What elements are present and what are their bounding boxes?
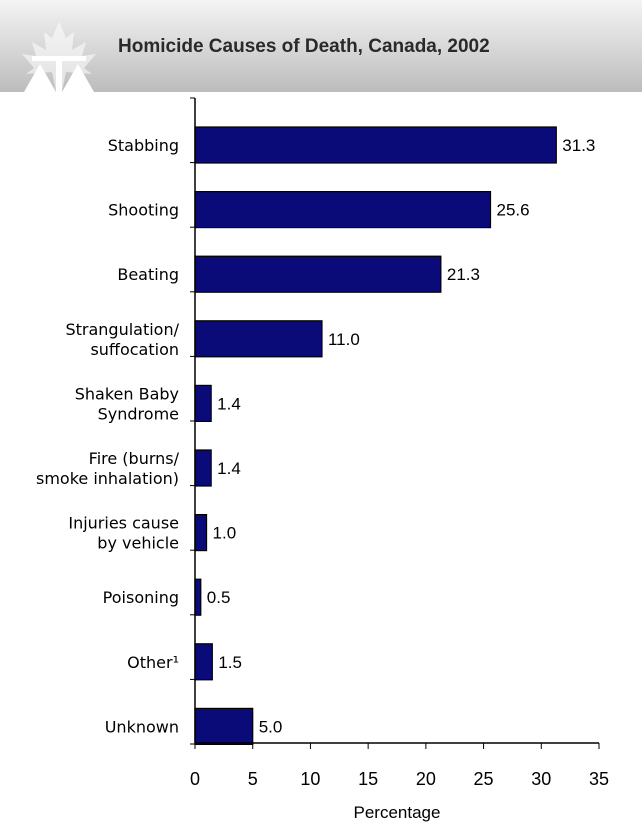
category-label: Poisoning xyxy=(103,588,179,607)
bar xyxy=(194,384,212,422)
header-band xyxy=(0,0,642,92)
category-label: Beating xyxy=(117,265,179,284)
bar xyxy=(194,449,212,487)
value-label: 1.4 xyxy=(217,394,241,413)
bar xyxy=(194,255,442,293)
category-label: Injuries cause by vehicle xyxy=(68,514,179,553)
x-tick-label: 20 xyxy=(416,769,436,789)
x-tick-label: 35 xyxy=(589,769,609,789)
value-label: 25.6 xyxy=(496,201,529,220)
x-tick-label: 0 xyxy=(190,769,200,789)
category-label: Shooting xyxy=(108,201,179,220)
x-tick-label: 10 xyxy=(300,769,320,789)
value-label: 11.0 xyxy=(328,330,360,349)
chart-title: Homicide Causes of Death, Canada, 2002 xyxy=(118,36,490,57)
value-label: 31.3 xyxy=(562,136,595,155)
maple-leaf-scales-logo-icon xyxy=(22,22,96,92)
x-tick-label: 30 xyxy=(531,769,551,789)
bar xyxy=(194,513,208,552)
value-label: 1.5 xyxy=(218,653,242,672)
x-tick-label: 15 xyxy=(358,769,378,789)
bar xyxy=(194,643,213,681)
x-tick-label: 5 xyxy=(248,769,258,789)
bar xyxy=(194,126,557,164)
value-label: 1.4 xyxy=(217,459,241,478)
bar xyxy=(194,191,492,229)
category-label: Strangulation/suffocation xyxy=(65,320,179,359)
category-label: Unknown xyxy=(105,717,179,736)
x-tick-label: 25 xyxy=(474,769,494,789)
bar xyxy=(194,320,323,358)
value-label: 21.3 xyxy=(447,265,480,284)
value-label: 5.0 xyxy=(259,717,283,736)
value-label: 0.5 xyxy=(207,588,231,607)
value-label: 1.0 xyxy=(213,524,237,543)
category-label: Stabbing xyxy=(108,136,179,155)
category-label: Other¹ xyxy=(127,653,179,672)
bar xyxy=(194,578,202,616)
bar xyxy=(194,707,254,746)
x-axis-title: Percentage xyxy=(354,803,441,822)
category-label: Shaken Baby Syndrome xyxy=(75,384,179,423)
category-label: Fire (burns/smoke inhalation) xyxy=(36,449,180,488)
